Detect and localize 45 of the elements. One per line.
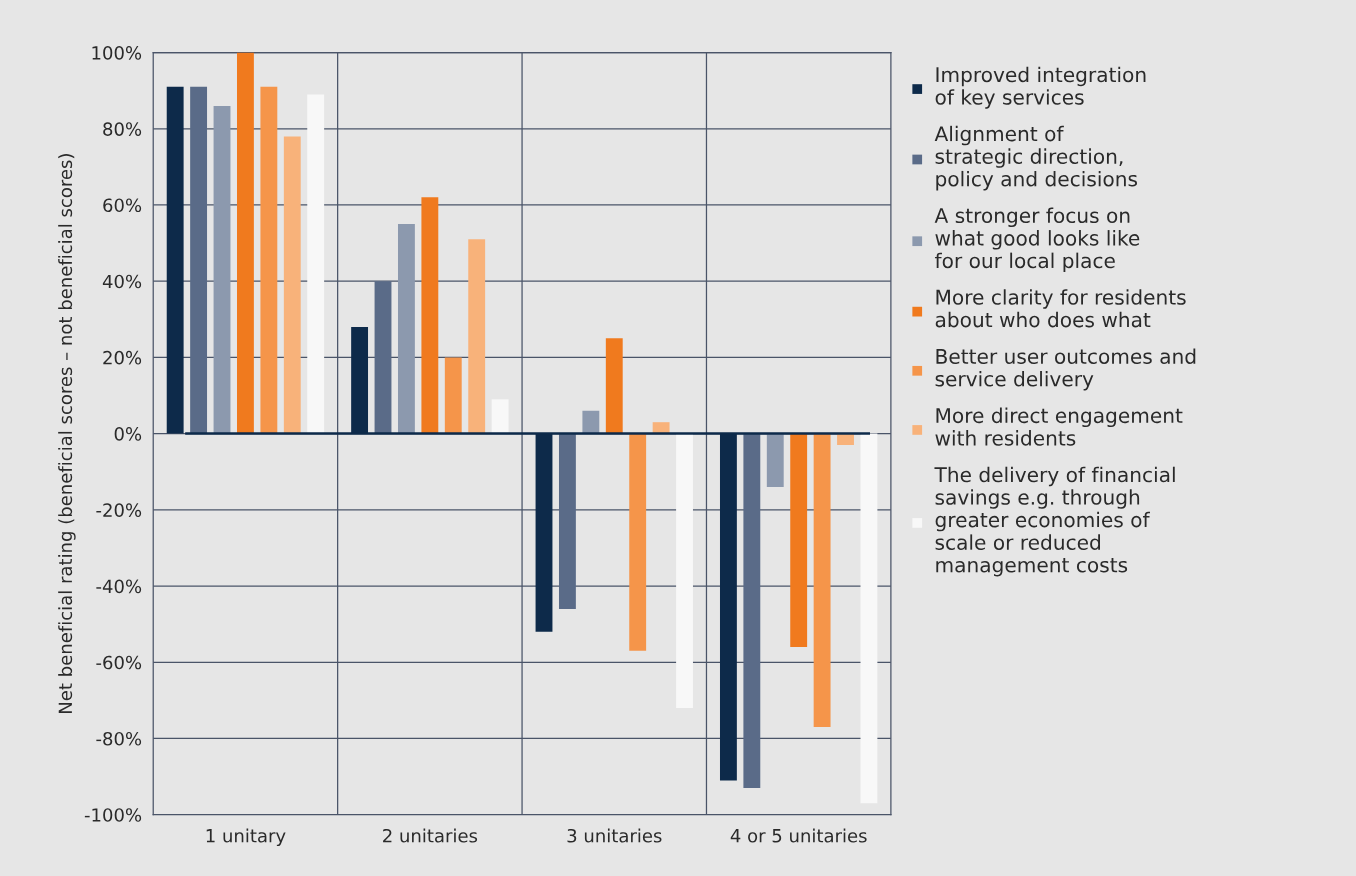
legend-label: Improved integration of key services — [935, 66, 1146, 109]
bar — [213, 105, 231, 434]
x-tick-label: 3 unitaries — [567, 828, 662, 843]
legend-label: Alignment of strategic direction, policy and decisions — [934, 125, 1138, 191]
legend-label: A stronger focus on what good looks like for our local place — [934, 207, 1140, 273]
y-tick-label: -80% — [96, 731, 142, 746]
bar — [605, 338, 623, 434]
bar — [860, 433, 878, 804]
bar — [190, 86, 208, 434]
bar — [491, 399, 509, 434]
y-tick-label: -20% — [96, 503, 142, 517]
bar — [374, 281, 392, 434]
y-tick-label: 100% — [92, 46, 142, 60]
bar — [813, 433, 831, 728]
bar — [283, 136, 301, 434]
bar — [582, 410, 600, 434]
bar — [676, 433, 693, 708]
x-tick-label: 4 or 5 unitaries — [730, 828, 867, 843]
bar — [444, 357, 462, 434]
bar — [307, 94, 325, 434]
bar — [743, 433, 761, 789]
y-tick-label: -40% — [96, 579, 142, 594]
bar — [766, 433, 784, 487]
y-tick-label: 0% — [114, 427, 142, 441]
bar — [790, 433, 808, 648]
y-tick-label: 40% — [102, 274, 142, 289]
x-tick-label: 2 unitaries — [383, 828, 478, 843]
legend-label: Better user outcomes and service delivery — [935, 348, 1196, 391]
legend-label: More direct engagement with residents — [935, 407, 1183, 446]
legend-label: The delivery of financial savings e.g. through greater economies of scale or reduced management costs — [934, 466, 1175, 577]
bar — [237, 52, 254, 434]
bar — [558, 433, 576, 609]
bar — [629, 433, 647, 651]
bar — [260, 86, 278, 434]
bar — [397, 224, 415, 434]
bar — [421, 197, 439, 434]
y-axis-title: Net beneficial rating (beneficial scores – not beneficial scores) — [58, 154, 76, 713]
y-tick-label: -100% — [84, 808, 142, 822]
legend-label: More clarity for residents about who does what — [935, 289, 1186, 328]
bar — [468, 239, 486, 434]
x-tick-label: 1 unitary — [206, 828, 286, 847]
y-tick-label: 80% — [103, 122, 142, 136]
y-tick-label: 20% — [103, 350, 142, 365]
y-tick-label: -60% — [96, 655, 142, 670]
y-tick-label: 60% — [103, 198, 142, 213]
